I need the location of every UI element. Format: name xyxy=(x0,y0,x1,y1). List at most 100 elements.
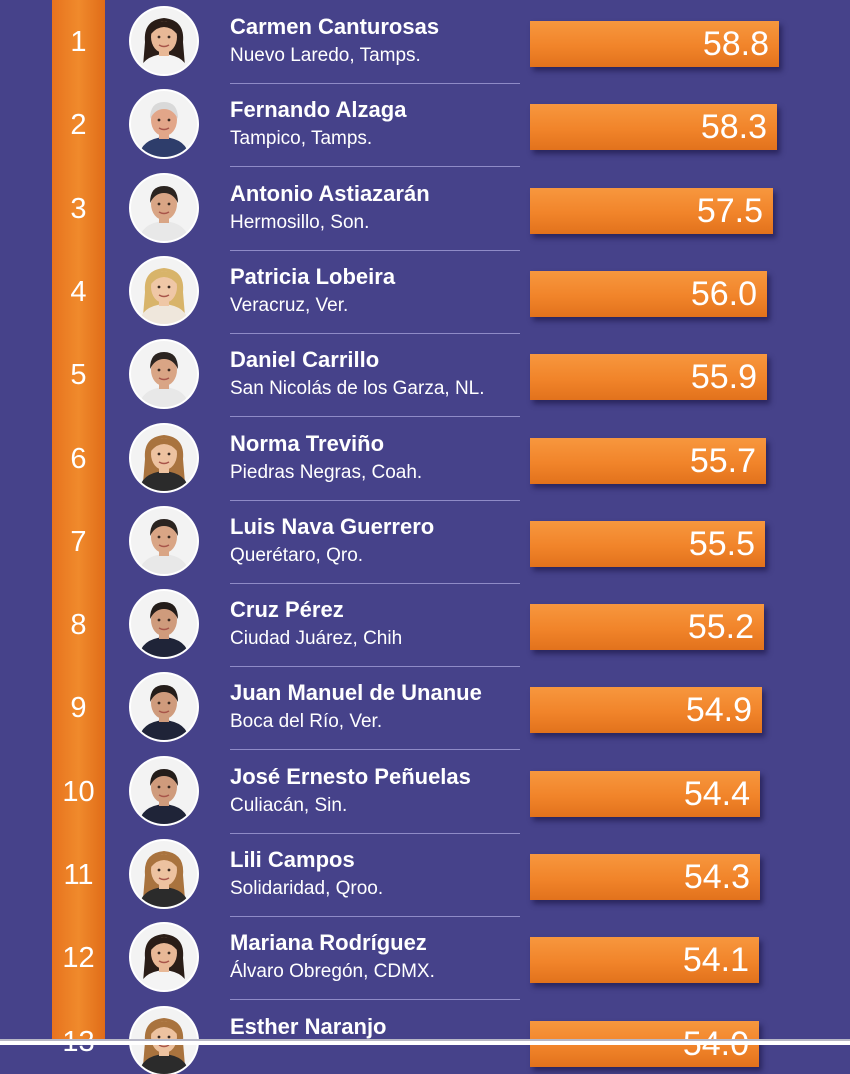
candidate-city: Piedras Negras, Coah. xyxy=(230,461,423,483)
portrait-icon xyxy=(131,674,197,741)
candidate-city: Boca del Río, Ver. xyxy=(230,711,383,733)
candidate-city: Hermosillo, Son. xyxy=(230,211,370,233)
ranking-chart: 1 Carmen Canturosas Nuevo Laredo, Tamps. 5… xyxy=(52,0,779,1074)
rank-number: 1 xyxy=(70,26,87,58)
bar-value-label: 54.1 xyxy=(682,941,749,980)
row-divider xyxy=(230,666,520,668)
avatar xyxy=(131,674,197,741)
row-divider xyxy=(230,416,520,418)
candidate-name: Daniel Carrillo xyxy=(230,347,380,373)
avatar xyxy=(131,257,197,324)
candidate-name: Esther Naranjo xyxy=(230,1013,387,1039)
avatar xyxy=(131,341,197,408)
row-divider xyxy=(230,332,520,334)
candidate-name: Norma Treviño xyxy=(230,430,385,456)
row-divider xyxy=(230,916,520,917)
bar: 54.9 xyxy=(530,687,762,734)
candidate-city: Ciudad Juárez, Chih xyxy=(230,628,403,650)
portrait-icon xyxy=(131,757,197,824)
row-divider xyxy=(230,749,520,751)
bar-value-label: 56.0 xyxy=(690,274,757,313)
bar: 54.3 xyxy=(530,854,760,900)
candidate-city: Querétaro, Qro. xyxy=(230,544,364,566)
rank-number: 5 xyxy=(70,359,87,392)
row-divider xyxy=(230,832,520,834)
candidate-city: Culiacán, Sin. xyxy=(230,794,348,816)
bar-value-label: 58.3 xyxy=(700,108,767,147)
candidate-city: Tampico, Tamps. xyxy=(230,128,373,150)
row-divider xyxy=(230,249,520,251)
avatar xyxy=(131,91,197,158)
portrait-icon xyxy=(131,591,197,658)
row-divider xyxy=(230,83,520,84)
bar-value-label: 57.5 xyxy=(696,191,763,230)
bar-value-label: 55.7 xyxy=(689,441,756,480)
candidate-city: Nuevo Laredo, Tamps. xyxy=(230,45,421,66)
bar: 54.1 xyxy=(530,937,759,984)
bar: 54.4 xyxy=(530,770,760,817)
rank-number: 7 xyxy=(70,525,87,558)
bar-value-label: 54.3 xyxy=(683,858,750,896)
bottom-divider xyxy=(0,1039,850,1041)
portrait-icon xyxy=(131,174,197,241)
rank-number: 2 xyxy=(70,109,87,142)
avatar xyxy=(131,841,197,907)
bottom-edge xyxy=(0,1041,850,1045)
bar: 56.0 xyxy=(530,270,767,317)
portrait-icon xyxy=(131,424,197,491)
rank-strip xyxy=(52,0,105,1045)
bar-value-label: 54.4 xyxy=(683,774,750,813)
rank-number: 12 xyxy=(62,942,95,975)
portrait-icon xyxy=(131,841,197,907)
rank-number: 6 xyxy=(70,442,87,475)
portrait-icon xyxy=(131,257,197,324)
bar-value-label: 58.8 xyxy=(702,25,769,63)
bar-value-label: 55.2 xyxy=(687,608,754,647)
rank-number: 11 xyxy=(63,859,94,891)
portrait-icon xyxy=(131,507,197,574)
avatar xyxy=(131,174,197,241)
bar: 55.7 xyxy=(530,437,766,484)
candidate-city: Veracruz, Ver. xyxy=(230,294,349,316)
row-divider xyxy=(230,582,520,584)
candidate-name: Patricia Lobeira xyxy=(230,263,396,289)
bar: 58.8 xyxy=(530,21,779,67)
bar: 58.3 xyxy=(530,104,777,151)
portrait-icon xyxy=(131,8,197,74)
candidate-name: Lili Campos xyxy=(230,847,355,872)
candidate-name: Fernando Alzaga xyxy=(230,97,407,123)
rank-number: 10 xyxy=(62,775,95,808)
portrait-icon xyxy=(131,91,197,158)
candidate-city: Álvaro Obregón, CDMX. xyxy=(230,961,435,983)
candidate-city: Solidaridad, Qroo. xyxy=(230,878,384,899)
bar: 55.9 xyxy=(530,354,767,401)
bar-value-label: 54.9 xyxy=(685,691,752,730)
rank-number: 9 xyxy=(70,692,87,725)
candidate-city: San Nicolás de los Garza, NL. xyxy=(230,378,485,400)
row-divider xyxy=(230,166,520,168)
bar: 57.5 xyxy=(530,187,773,234)
rank-number: 8 xyxy=(70,609,87,642)
avatar xyxy=(131,507,197,574)
bar-value-label: 55.9 xyxy=(690,358,757,397)
candidate-name: Antonio Astiazarán xyxy=(230,180,430,206)
bar: 55.5 xyxy=(530,520,765,567)
candidate-name: Cruz Pérez xyxy=(230,597,344,623)
avatar xyxy=(131,924,197,991)
avatar xyxy=(131,591,197,658)
candidate-name: José Ernesto Peñuelas xyxy=(230,763,471,789)
row-divider xyxy=(230,499,520,501)
candidate-name: Carmen Canturosas xyxy=(230,14,440,39)
avatar xyxy=(131,757,197,824)
bar: 55.2 xyxy=(530,604,764,651)
candidate-name: Mariana Rodríguez xyxy=(230,930,427,956)
candidate-name: Luis Nava Guerrero xyxy=(230,513,435,539)
rank-number: 3 xyxy=(70,192,87,225)
portrait-icon xyxy=(131,341,197,408)
rank-number: 4 xyxy=(70,275,87,308)
bar-value-label: 55.5 xyxy=(688,524,755,563)
avatar xyxy=(131,424,197,491)
row-divider xyxy=(230,999,520,1001)
candidate-name: Juan Manuel de Unanue xyxy=(230,680,482,706)
portrait-icon xyxy=(131,924,197,991)
